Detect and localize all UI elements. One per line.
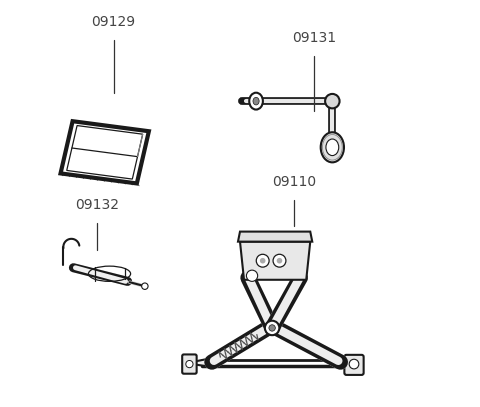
Circle shape xyxy=(260,258,265,263)
FancyBboxPatch shape xyxy=(344,355,364,375)
Circle shape xyxy=(256,254,269,267)
Circle shape xyxy=(349,359,359,369)
Text: 09110: 09110 xyxy=(272,175,316,189)
Circle shape xyxy=(265,321,279,335)
Circle shape xyxy=(186,361,193,368)
Circle shape xyxy=(276,258,282,263)
Polygon shape xyxy=(60,121,149,184)
Polygon shape xyxy=(240,242,310,280)
Ellipse shape xyxy=(249,93,263,109)
Circle shape xyxy=(273,254,286,267)
Circle shape xyxy=(246,270,258,281)
Polygon shape xyxy=(186,358,212,367)
Text: 09129: 09129 xyxy=(92,15,136,29)
Circle shape xyxy=(325,94,339,108)
Text: 09132: 09132 xyxy=(75,198,120,212)
Circle shape xyxy=(142,283,148,289)
Ellipse shape xyxy=(321,132,344,162)
FancyBboxPatch shape xyxy=(182,354,197,374)
Text: 09131: 09131 xyxy=(292,31,336,45)
Ellipse shape xyxy=(253,97,259,105)
Polygon shape xyxy=(238,232,312,242)
Ellipse shape xyxy=(326,139,339,155)
Circle shape xyxy=(269,325,276,331)
